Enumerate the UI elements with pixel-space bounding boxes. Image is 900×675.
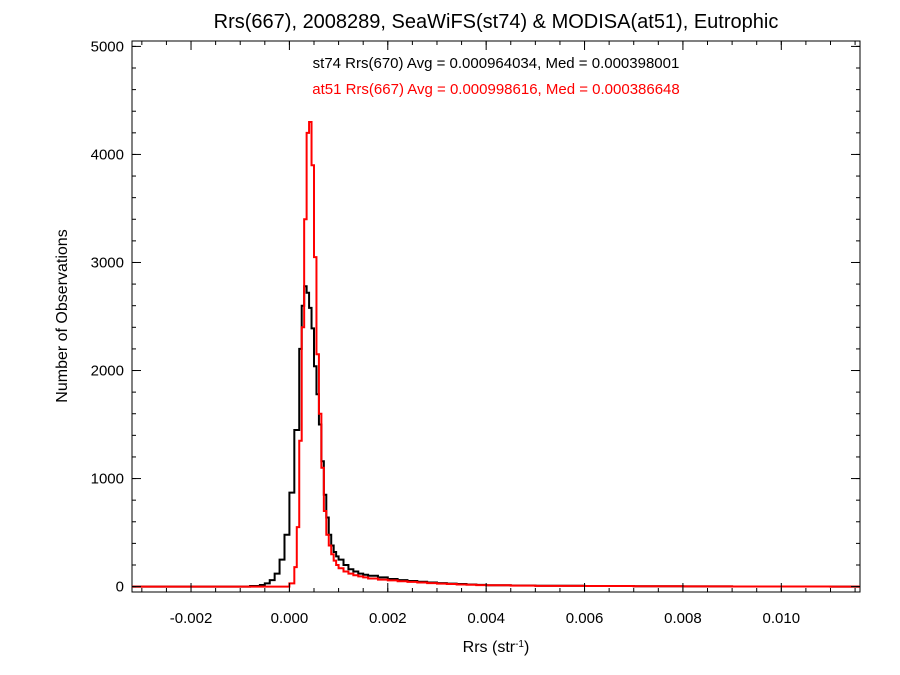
x-tick-label: 0.008 (664, 610, 702, 627)
plot-frame (131, 40, 861, 593)
x-axis-label-main: Rrs (str (463, 639, 516, 656)
y-axis-label: Number of Observations (54, 229, 71, 402)
series-st74-line (132, 285, 860, 588)
tick-labels-layer: -0.002 0.000 0.002 0.004 0.006 0.008 0.010 0 100… (91, 38, 800, 627)
x-axis-label-close: ) (524, 639, 529, 656)
series-layer (132, 121, 860, 588)
x-tick-label: 0.004 (467, 610, 505, 627)
x-tick-label: 0.006 (566, 610, 604, 627)
y-tick-label: 5000 (91, 38, 124, 55)
y-tick-label: 1000 (91, 471, 124, 488)
annotation-st74-stats: st74 Rrs(670) Avg = 0.000964034, Med = 0… (313, 55, 680, 72)
annotation-at51-stats: at51 Rrs(667) Avg = 0.000998616, Med = 0… (312, 81, 680, 98)
x-axis-label-superscript: -1 (515, 639, 524, 650)
y-tick-label: 0 (116, 579, 124, 596)
x-tick-label: 0.010 (763, 610, 801, 627)
x-tick-label: 0.002 (369, 610, 407, 627)
y-tick-label: 2000 (91, 363, 124, 380)
chart-title: Rrs(667), 2008289, SeaWiFS(st74) & MODIS… (214, 11, 779, 33)
x-tick-label: -0.002 (170, 610, 213, 627)
series-at51-line (132, 121, 860, 588)
y-tick-label: 3000 (91, 254, 124, 271)
y-tick-label: 4000 (91, 146, 124, 163)
ticks-layer (132, 41, 860, 592)
x-axis-label: Rrs (str-1) (463, 639, 530, 657)
x-tick-label: 0.000 (271, 610, 309, 627)
